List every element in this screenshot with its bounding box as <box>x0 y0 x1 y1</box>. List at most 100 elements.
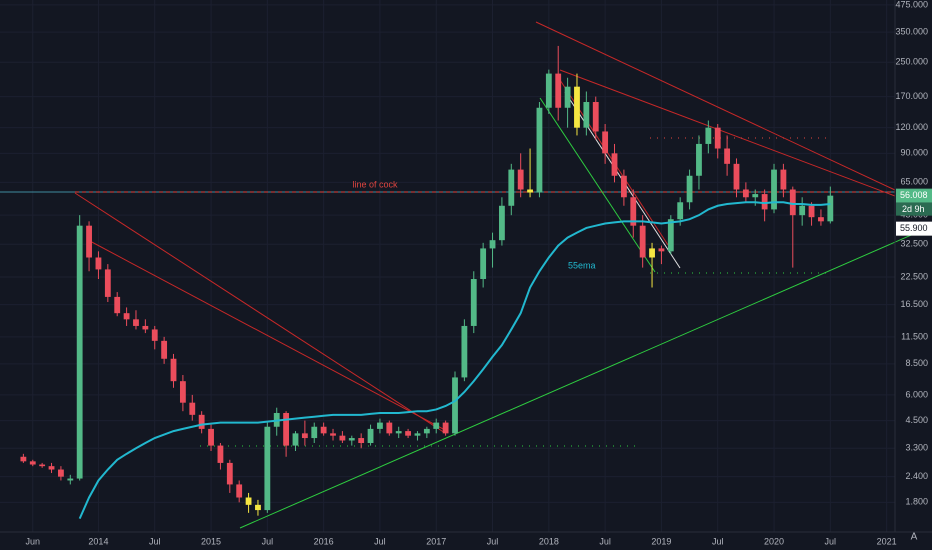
candle-body <box>104 269 111 297</box>
x-tick-label: 2016 <box>314 536 334 546</box>
countdown-label: 2d 9h <box>902 204 925 214</box>
candle-body <box>255 504 261 511</box>
scale-mode[interactable]: A <box>911 532 918 543</box>
candle-body <box>602 131 609 154</box>
candle-body <box>208 428 214 446</box>
trend-line <box>539 97 656 273</box>
candle-body <box>95 257 102 270</box>
price-line-label: 55.900 <box>900 223 928 233</box>
candle-body <box>189 402 196 415</box>
y-tick-label: 4.500 <box>905 415 928 425</box>
countdown-tag <box>896 202 932 216</box>
trend-line <box>87 239 446 431</box>
candle-body <box>527 189 533 193</box>
x-tick-label: 2017 <box>426 536 446 546</box>
y-tick-label: 250.000 <box>895 57 928 67</box>
candle-body <box>245 497 252 505</box>
candle-body <box>714 127 721 149</box>
y-tick-label: 8.500 <box>905 358 928 368</box>
x-tick-label: Jul <box>262 536 274 546</box>
candle-body <box>649 248 655 258</box>
y-tick-label: 90.000 <box>900 148 928 158</box>
candle-body <box>114 296 121 314</box>
trend-line <box>239 225 932 529</box>
candle-body <box>658 248 665 252</box>
candle-body <box>480 248 487 280</box>
candle-body <box>564 86 571 108</box>
candle-body <box>724 148 731 164</box>
x-tick-label: Jul <box>712 536 724 546</box>
candle-body <box>20 456 27 462</box>
candle-body <box>686 175 693 203</box>
candle-body <box>161 340 168 359</box>
ema-label: 55ema <box>568 260 596 270</box>
candle-body <box>696 143 702 176</box>
y-tick-label: 11.500 <box>901 331 928 341</box>
candle-body <box>461 325 468 378</box>
candle-body <box>358 438 365 444</box>
y-tick-label: 120.000 <box>895 122 928 132</box>
candle-body <box>405 431 411 436</box>
candle-body <box>367 428 374 444</box>
candle-body <box>452 377 458 434</box>
candle-body <box>555 73 562 108</box>
x-tick-label: 2021 <box>877 536 897 546</box>
candle-body <box>29 461 36 465</box>
y-tick-label: 3.300 <box>905 443 928 453</box>
candle-body <box>677 202 684 220</box>
candle-body <box>423 428 430 434</box>
candle-body <box>264 426 271 511</box>
y-tick-label: 65.000 <box>900 177 928 187</box>
candle-body <box>48 466 55 470</box>
candle-body <box>620 175 627 198</box>
x-tick-label: Jul <box>487 536 499 546</box>
candle-body <box>780 169 787 190</box>
candle-body <box>198 414 205 429</box>
y-tick-label: 475.000 <box>895 0 928 9</box>
candle-body <box>179 381 186 403</box>
y-tick-label: 2.400 <box>905 471 928 481</box>
candle-body <box>395 431 402 434</box>
candle-body <box>320 426 327 434</box>
candle-body <box>827 195 834 222</box>
x-tick-label: 2018 <box>539 536 559 546</box>
x-tick-label: 2014 <box>88 536 108 546</box>
y-tick-label: 1.800 <box>905 497 928 507</box>
trend-line <box>535 21 896 191</box>
x-tick-label: Jul <box>149 536 161 546</box>
last-price-label: 56.008 <box>900 190 928 200</box>
candle-body <box>67 478 74 481</box>
x-tick-label: Jul <box>374 536 386 546</box>
candle-body <box>39 464 46 467</box>
y-tick-label: 16.500 <box>900 299 928 309</box>
candle-body <box>292 433 299 446</box>
candle-body <box>377 422 383 429</box>
last-price-tag <box>896 188 932 203</box>
candle-body <box>508 169 515 206</box>
candle-body <box>808 205 815 218</box>
x-tick-label: Jul <box>825 536 837 546</box>
grid <box>0 0 895 532</box>
candle-body <box>536 107 543 193</box>
candle-body <box>489 240 496 249</box>
x-tick-label: Jun <box>26 536 41 546</box>
candle-body <box>386 422 393 434</box>
candle-body <box>733 163 740 190</box>
candle-body <box>818 217 824 222</box>
candle-body <box>592 102 599 132</box>
candle-body <box>58 469 64 477</box>
candle-body <box>517 169 524 190</box>
candle-body <box>339 435 346 441</box>
candle-body <box>76 225 83 479</box>
candle-body <box>142 325 149 330</box>
ema-line <box>78 201 831 520</box>
candle-body <box>123 313 130 320</box>
candle-body <box>771 169 777 210</box>
candle-body <box>611 153 618 176</box>
candle-body <box>433 422 440 429</box>
candle-body <box>742 189 749 198</box>
candle-body <box>630 197 637 226</box>
candle-body <box>499 205 505 241</box>
drawings <box>0 21 932 529</box>
